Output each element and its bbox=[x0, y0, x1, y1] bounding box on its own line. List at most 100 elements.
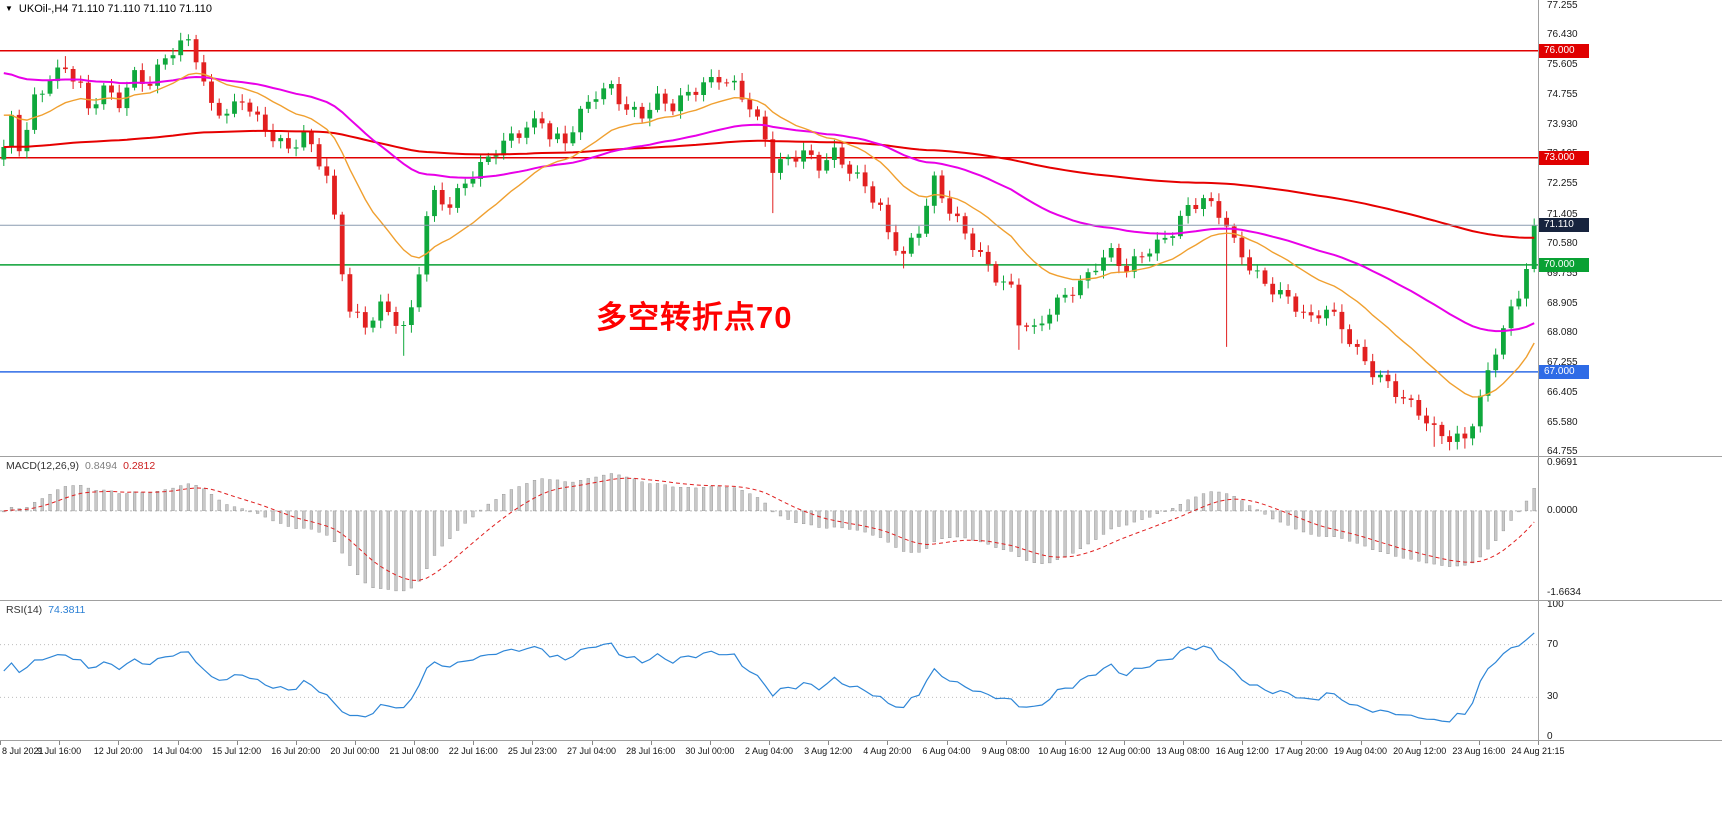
price-tick-label: 69.755 bbox=[1547, 267, 1578, 279]
macd-axis[interactable]: 0.9691 0.0000 -1.6634 bbox=[1539, 456, 1722, 600]
rsi-tick-label: 0 bbox=[1547, 731, 1553, 742]
macd-tick-label: 0.9691 bbox=[1547, 457, 1578, 468]
price-tick-label: 70.580 bbox=[1547, 238, 1578, 250]
time-tick bbox=[591, 741, 593, 745]
macd-histogram bbox=[2, 473, 1536, 592]
price-level-badge: 70.000 bbox=[1539, 257, 1589, 272]
time-label: 19 Aug 04:00 bbox=[1334, 746, 1388, 756]
time-tick bbox=[1538, 741, 1539, 745]
panel-divider[interactable] bbox=[0, 600, 1722, 601]
time-tick bbox=[769, 741, 770, 745]
time-label: 27 Jul 04:00 bbox=[567, 746, 617, 756]
price-tick-label: 67.255 bbox=[1547, 356, 1578, 368]
price-tick-label: 66.405 bbox=[1547, 387, 1578, 399]
time-label: 16 Jul 20:00 bbox=[271, 746, 321, 756]
time-tick bbox=[532, 741, 534, 745]
rsi-name: RSI(14) bbox=[6, 604, 43, 616]
time-tick bbox=[118, 741, 120, 745]
rsi-tick-label: 70 bbox=[1547, 638, 1559, 650]
panel-divider[interactable] bbox=[0, 456, 1722, 457]
time-tick bbox=[473, 741, 475, 745]
chart-header: ▼ UKOil-,H4 71.110 71.110 71.110 71.110 bbox=[5, 3, 212, 15]
price-tick-label: 74.755 bbox=[1547, 89, 1578, 101]
rsi-value: 74.3811 bbox=[48, 604, 86, 616]
time-label: 2 Aug 04:00 bbox=[744, 746, 794, 756]
time-label: 17 Aug 20:00 bbox=[1274, 746, 1328, 756]
time-label: 14 Jul 04:00 bbox=[152, 746, 202, 756]
time-label: 24 Aug 21:15 bbox=[1511, 746, 1565, 756]
time-tick bbox=[1005, 741, 1007, 745]
macd-signal-value: 0.2812 bbox=[123, 460, 156, 472]
macd-name: MACD(12,26,9) bbox=[6, 460, 79, 472]
time-label: 23 Aug 16:00 bbox=[1452, 746, 1506, 756]
price-level-badge: 76.000 bbox=[1539, 43, 1589, 58]
time-tick bbox=[1360, 741, 1362, 745]
candlestick-series bbox=[1, 32, 1537, 451]
time-tick bbox=[1123, 741, 1125, 745]
time-tick bbox=[650, 741, 652, 745]
time-tick bbox=[1301, 741, 1303, 745]
time-label: 25 Jul 23:00 bbox=[507, 746, 557, 756]
time-label: 22 Jul 16:00 bbox=[448, 746, 498, 756]
time-label: 10 Aug 16:00 bbox=[1038, 746, 1092, 756]
rsi-tick-label: 100 bbox=[1547, 599, 1564, 610]
price-level-badge: 67.000 bbox=[1539, 364, 1589, 379]
time-tick bbox=[946, 741, 948, 745]
time-label: 12 Jul 20:00 bbox=[93, 746, 143, 756]
time-label: 13 Aug 08:00 bbox=[1156, 746, 1210, 756]
time-label: 12 Aug 00:00 bbox=[1097, 746, 1151, 756]
price-tick-label: 71.405 bbox=[1547, 208, 1578, 220]
time-label: 9 Jul 16:00 bbox=[37, 746, 82, 756]
main-chart-panel[interactable] bbox=[0, 0, 1538, 456]
time-axis[interactable]: 8 Jul 2021 9 Jul 16:00 12 Jul 20:00 14 Jul … bbox=[0, 741, 1722, 761]
price-level-badge: 73.000 bbox=[1539, 150, 1589, 165]
time-label: 9 Aug 08:00 bbox=[981, 746, 1030, 756]
macd-tick-label: 0.0000 bbox=[1547, 504, 1578, 516]
macd-chart[interactable] bbox=[0, 456, 1538, 600]
macd-tick-label: -1.6634 bbox=[1547, 587, 1581, 598]
symbol-dropdown-icon[interactable]: ▼ bbox=[5, 4, 13, 13]
rsi-panel[interactable] bbox=[0, 600, 1538, 740]
time-label: 30 Jul 00:00 bbox=[685, 746, 735, 756]
time-tick bbox=[236, 741, 238, 745]
current-price-badge: 71.110 bbox=[1539, 218, 1589, 233]
time-label: 6 Aug 04:00 bbox=[922, 746, 971, 756]
time-label: 8 Jul 2021 bbox=[2, 746, 44, 756]
time-tick bbox=[1183, 741, 1185, 745]
annotation-text: 多空转折点70 bbox=[596, 300, 793, 335]
time-tick bbox=[414, 741, 416, 745]
main-price-chart[interactable] bbox=[0, 0, 1538, 456]
time-tick bbox=[709, 741, 711, 745]
time-label: 3 Aug 12:00 bbox=[804, 746, 853, 756]
axis-divider bbox=[1538, 0, 1539, 740]
macd-panel[interactable] bbox=[0, 456, 1538, 600]
rsi-axis[interactable]: 100 70 30 0 bbox=[1539, 599, 1722, 742]
time-tick bbox=[1419, 741, 1421, 745]
ma-line-mid-magenta bbox=[3, 72, 1535, 333]
symbol-title: UKOil-,H4 71.110 71.110 71.110 71.110 bbox=[18, 3, 212, 15]
price-tick-label: 75.605 bbox=[1547, 58, 1578, 70]
time-label: 28 Jul 16:00 bbox=[626, 746, 676, 756]
price-tick-label: 72.255 bbox=[1547, 178, 1578, 190]
rsi-chart[interactable] bbox=[0, 600, 1538, 740]
time-tick bbox=[828, 741, 830, 745]
time-tick bbox=[0, 741, 1, 745]
rsi-line bbox=[3, 632, 1535, 723]
macd-signal-line bbox=[3, 477, 1535, 581]
time-label: 20 Jul 00:00 bbox=[330, 746, 380, 756]
time-label: 4 Aug 20:00 bbox=[863, 746, 912, 756]
price-axis[interactable]: 77.25576.43075.60574.75573.93073.10572.2… bbox=[1539, 0, 1722, 457]
time-tick bbox=[177, 741, 179, 745]
time-tick bbox=[887, 741, 889, 745]
price-tick-label: 64.755 bbox=[1547, 446, 1578, 457]
time-label: 20 Aug 12:00 bbox=[1393, 746, 1447, 756]
price-tick-label: 68.080 bbox=[1547, 327, 1578, 339]
price-tick-label: 76.430 bbox=[1547, 29, 1578, 41]
ma-line-fast-orange bbox=[3, 72, 1535, 398]
macd-label: MACD(12,26,9) 0.8494 0.2812 bbox=[6, 460, 155, 472]
rsi-label: RSI(14) 74.3811 bbox=[6, 604, 85, 616]
panel-divider[interactable] bbox=[0, 740, 1722, 741]
time-label: 16 Aug 12:00 bbox=[1215, 746, 1269, 756]
time-tick bbox=[1478, 741, 1480, 745]
